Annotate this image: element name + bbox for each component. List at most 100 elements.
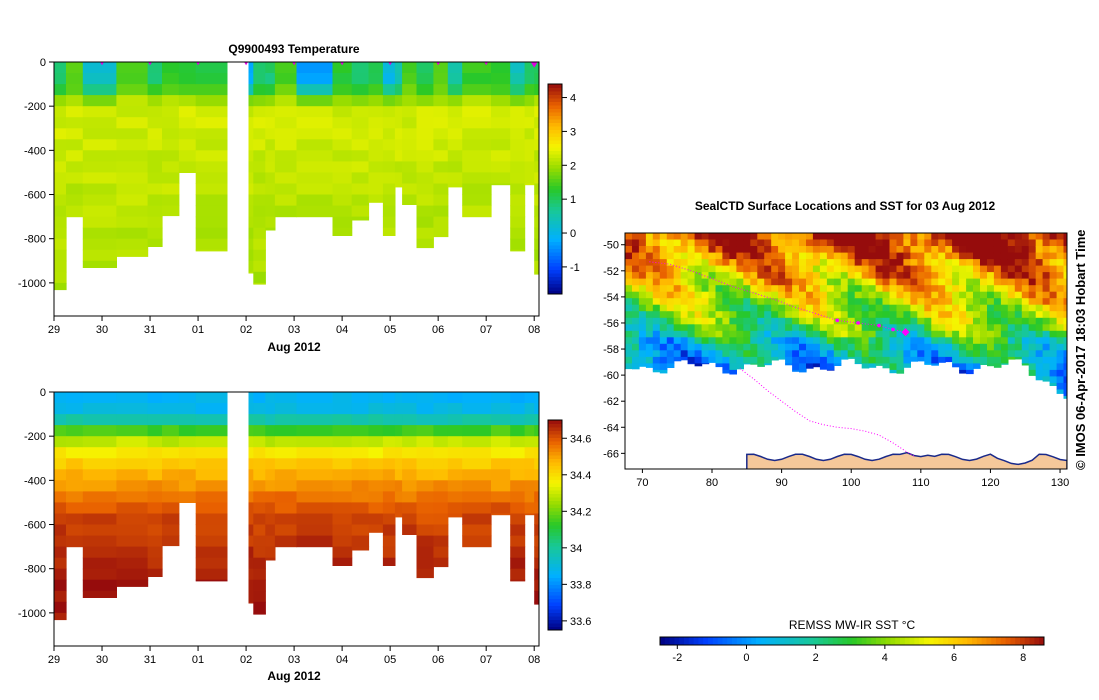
sst-cell [771, 356, 779, 361]
antarctic-land [746, 451, 1067, 469]
sst-cell [896, 330, 905, 338]
sst-cell [743, 233, 751, 241]
sst-cell [792, 330, 800, 338]
section-cell [116, 238, 149, 251]
sst-cell [1042, 324, 1051, 332]
colorbar-segment [847, 637, 853, 645]
sst-cell [959, 278, 967, 286]
section-cell [462, 491, 492, 503]
section-cell [524, 128, 535, 140]
sst-cell [959, 343, 967, 351]
sst-cell [889, 317, 898, 325]
section-cell [394, 150, 403, 162]
sst-cell [632, 350, 640, 358]
section-cell [116, 73, 149, 85]
sst-cell [673, 324, 682, 332]
section-cell [147, 436, 163, 448]
section-cell [447, 392, 463, 404]
sst-cell [1049, 369, 1058, 377]
section-cell [248, 62, 254, 74]
lat-tick-label: -62 [603, 396, 619, 408]
sst-cell [1021, 252, 1030, 260]
sst-cell [1028, 239, 1037, 247]
section-cell [394, 73, 403, 85]
sst-cell [882, 317, 891, 325]
sst-cell [652, 369, 661, 373]
sst-cell [812, 291, 821, 299]
colorbar-segment [548, 87, 562, 92]
sst-cell [993, 330, 1002, 338]
section-cell [534, 84, 539, 96]
section-cell [510, 205, 526, 218]
colorbar-segment [548, 444, 562, 449]
section-cell [274, 139, 298, 151]
section-cell [66, 524, 84, 537]
sst-cell [959, 265, 967, 273]
sst-cell [625, 252, 633, 260]
section-cell [382, 491, 396, 503]
section-cell [447, 469, 463, 481]
section-cell [368, 414, 384, 426]
sst-cell [861, 259, 870, 267]
colorbar-segment [813, 637, 819, 645]
colorbar-segment [674, 637, 680, 645]
sst-cell [826, 304, 835, 312]
section-cell [82, 403, 117, 415]
sst-cell [1028, 363, 1037, 371]
sst-cell [966, 330, 974, 338]
section-cell [162, 95, 180, 107]
sst-cell [868, 330, 877, 338]
section-cell [524, 73, 535, 85]
section-cell [195, 205, 228, 218]
section-cell [382, 183, 396, 196]
sst-cell [771, 337, 779, 345]
sst-cell [638, 265, 647, 273]
sst-cell [715, 259, 724, 267]
sst-cell [799, 311, 807, 319]
sst-cell [666, 265, 675, 273]
section-cell [265, 227, 276, 231]
section-cell [162, 106, 180, 118]
x-tick-label: 31 [144, 324, 156, 336]
section-cell [351, 172, 370, 184]
colorbar-segment [548, 511, 562, 515]
section-cell [248, 590, 254, 603]
sst-cell [708, 291, 717, 299]
colorbar-segment [548, 91, 562, 95]
x-tick-label: 04 [336, 654, 348, 666]
section-cell [195, 150, 228, 162]
sst-cell [1000, 252, 1009, 260]
y-tick-label: -400 [24, 475, 46, 487]
sst-cell [1028, 330, 1037, 338]
section-cell [433, 458, 449, 470]
section-cell [253, 392, 266, 404]
sst-cell [799, 337, 807, 345]
section-cell [147, 172, 163, 184]
sst-cell [799, 278, 807, 286]
section-cell [433, 62, 449, 74]
sst-cell [680, 278, 689, 286]
section-cell [116, 205, 149, 218]
section-cell [178, 117, 197, 129]
sst-cell [882, 304, 891, 312]
sst-cell [959, 298, 967, 306]
section-cell [394, 436, 403, 448]
sst-cell [959, 369, 967, 374]
sst-cell [750, 317, 758, 325]
section-cell [394, 458, 403, 470]
section-cell [82, 513, 117, 526]
section-cell [416, 524, 434, 537]
section-cell [265, 392, 276, 404]
section-cell [116, 84, 149, 96]
sst-cell [847, 298, 856, 306]
section-cell [116, 216, 149, 229]
sst-cell [987, 330, 995, 338]
sst-cell [812, 233, 821, 241]
sst-cell [1049, 265, 1058, 273]
section-cell [178, 150, 197, 162]
sst-cell [666, 350, 675, 358]
section-cell [402, 62, 418, 74]
sst-cell [833, 304, 842, 312]
sst-cell [903, 298, 911, 306]
section-cell [82, 557, 117, 570]
